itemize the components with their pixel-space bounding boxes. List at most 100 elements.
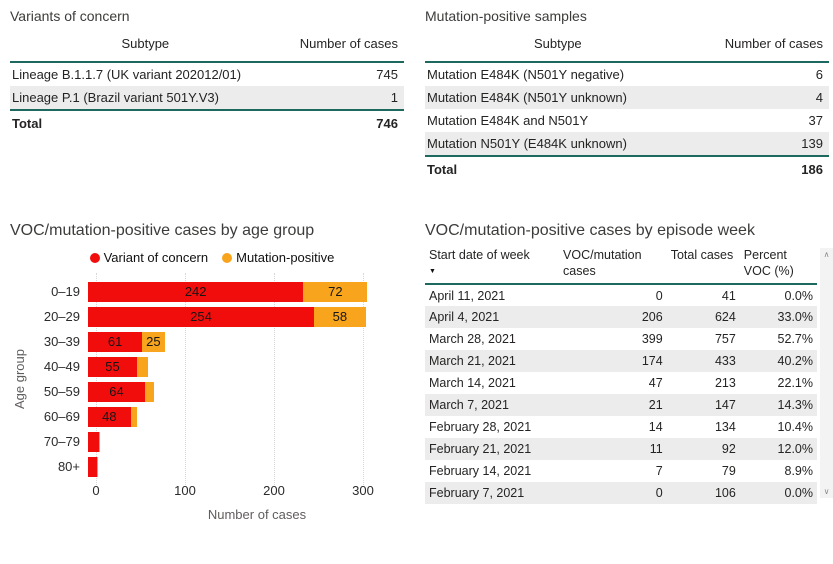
cases-cell: 4 (815, 90, 823, 105)
legend-label: Variant of concern (103, 250, 209, 265)
total-label: Total (10, 109, 281, 136)
subtype-cell: Mutation E484K (N501Y negative) (427, 67, 625, 82)
age-group-chart-panel: VOC/mutation-positive cases by age group… (10, 222, 414, 552)
total-row: Total 186 (425, 155, 829, 182)
age-axis-label: 70–79 (43, 434, 80, 449)
date-cell: April 4, 2021 (429, 310, 500, 325)
column-header-total-cases[interactable]: Total cases (666, 246, 740, 286)
scroll-down-icon[interactable]: ∨ (823, 487, 830, 497)
table-row[interactable]: March 7, 2021 21 147 14.3% (425, 394, 817, 417)
legend-label: Mutation-positive (236, 250, 335, 265)
table-row[interactable]: Mutation E484K (N501Y unknown) 4 (425, 86, 829, 109)
bar-row: 70–79 (10, 429, 414, 454)
mutation-bar-segment[interactable] (98, 431, 100, 452)
voc-mutation-cases-cell: 14 (648, 420, 663, 435)
x-tick-label: 200 (263, 483, 285, 498)
mutation-bar-segment[interactable] (96, 456, 98, 477)
total-row: Total 746 (10, 109, 404, 136)
table-row[interactable]: March 28, 2021 399 757 52.7% (425, 328, 817, 350)
bar-track (88, 431, 410, 452)
mutation-positive-table: Subtype Number of cases Mutation E484K (… (425, 30, 829, 182)
table-row[interactable]: Mutation E484K (N501Y negative) 6 (425, 62, 829, 86)
table-row[interactable]: February 28, 2021 14 134 10.4% (425, 416, 817, 438)
table-row[interactable]: February 7, 2021 0 106 0.0% (425, 482, 817, 505)
column-header-percent-voc[interactable]: Percent VOC (%) (739, 246, 817, 286)
column-header-subtype[interactable]: Subtype (10, 30, 281, 63)
cases-cell: 6 (815, 67, 823, 82)
gridline (96, 273, 97, 485)
table-row[interactable]: Mutation E484K and N501Y 37 (425, 109, 829, 132)
legend-red-dot-icon (89, 252, 100, 263)
table-row[interactable]: April 4, 2021 206 624 33.0% (425, 306, 817, 329)
total-cases-cell: 134 (714, 420, 736, 435)
column-header-voc-mutation-cases[interactable]: VOC/mutation cases (559, 246, 667, 286)
table-row[interactable]: Lineage P.1 (Brazil variant 501Y.V3) 1 (10, 86, 404, 110)
bar-track: 61 25 (88, 331, 410, 352)
column-header-cases[interactable]: Number of cases (280, 30, 404, 63)
date-cell: March 28, 2021 (429, 332, 516, 347)
cases-cell: 1 (390, 90, 398, 105)
voc-bar-segment[interactable] (88, 331, 143, 352)
voc-mutation-cases-cell: 11 (649, 442, 663, 457)
gridline (363, 273, 364, 485)
table-row[interactable]: April 11, 2021 0 41 0.0% (425, 284, 817, 306)
percent-voc-cell: 0.0% (784, 486, 814, 501)
voc-mutation-cases-cell: 0 (655, 288, 663, 303)
chart-title: VOC/mutation-positive cases by age group (10, 222, 315, 239)
age-axis-label: 50–59 (43, 384, 80, 399)
mutation-bar-segment[interactable] (130, 406, 137, 427)
percent-voc-cell: 10.4% (777, 420, 813, 435)
voc-mutation-cases-cell: 7 (655, 464, 663, 479)
age-axis-label: 20–29 (43, 309, 80, 324)
bar-row: 20–29 254 58 (10, 304, 414, 329)
table-row[interactable]: March 14, 2021 47 213 22.1% (425, 372, 817, 394)
voc-bar-segment[interactable] (88, 456, 97, 477)
percent-voc-cell: 0.0% (784, 288, 814, 303)
bar-value-label: 72 (328, 284, 343, 299)
total-value: 746 (280, 109, 404, 136)
voc-mutation-cases-cell: 206 (641, 310, 663, 325)
scroll-up-icon[interactable]: ∧ (823, 250, 830, 259)
column-header-subtype[interactable]: Subtype (425, 30, 691, 63)
date-cell: April 11, 2021 (429, 288, 506, 303)
cases-cell: 139 (801, 136, 823, 151)
table-row[interactable]: Mutation N501Y (E484K unknown) 139 (425, 132, 829, 156)
voc-bar-segment[interactable] (88, 306, 315, 327)
panel-title: VOC/mutation-positive cases by episode w… (425, 222, 755, 239)
bar-value-label: 25 (146, 334, 161, 349)
voc-bar-segment[interactable] (88, 381, 145, 402)
table-row[interactable]: February 21, 2021 11 92 12.0% (425, 438, 817, 461)
table-row[interactable]: March 21, 2021 174 433 40.2% (425, 350, 817, 373)
percent-voc-cell: 8.9% (784, 464, 814, 479)
column-header-cases[interactable]: Number of cases (690, 30, 829, 63)
bar-track: 254 58 (88, 306, 410, 327)
total-cases-cell: 41 (721, 288, 736, 303)
voc-bar-segment[interactable] (88, 431, 99, 452)
voc-bar-segment[interactable] (88, 406, 131, 427)
cases-cell: 745 (376, 67, 398, 82)
bar-row: 60–69 48 (10, 404, 414, 429)
mutation-bar-segment[interactable] (303, 281, 368, 302)
mutation-bar-segment[interactable] (142, 331, 165, 352)
mutation-bar-segment[interactable] (136, 356, 148, 377)
table-row[interactable]: February 14, 2021 7 79 8.9% (425, 460, 817, 482)
mutation-bar-segment[interactable] (144, 381, 154, 402)
legend-item-mutation-positive[interactable]: Mutation-positive (222, 250, 334, 265)
chart-legend: Variant of concern Mutation-positive (10, 250, 414, 265)
voc-bar-segment[interactable] (88, 356, 137, 377)
total-cases-cell: 79 (721, 464, 736, 479)
legend-item-variant-of-concern[interactable]: Variant of concern (89, 250, 209, 265)
column-header-start-date[interactable]: Start date of week ▼ (425, 246, 560, 286)
bar-value-label: 61 (107, 334, 123, 349)
bar-track: 64 (88, 381, 410, 402)
mutation-bar-segment[interactable] (314, 306, 366, 327)
table-scrollbar[interactable]: ∧ ∨ (820, 248, 833, 499)
cases-cell: 37 (808, 113, 823, 128)
percent-voc-cell: 22.1% (777, 376, 813, 391)
voc-bar-segment[interactable] (88, 281, 304, 302)
total-cases-cell: 433 (714, 354, 736, 369)
table-row[interactable]: Lineage B.1.1.7 (UK variant 202012/01) 74… (10, 62, 404, 86)
bar-row: 50–59 64 (10, 379, 414, 404)
bar-value-label: 58 (332, 309, 348, 324)
bar-row: 80+ (10, 454, 414, 479)
